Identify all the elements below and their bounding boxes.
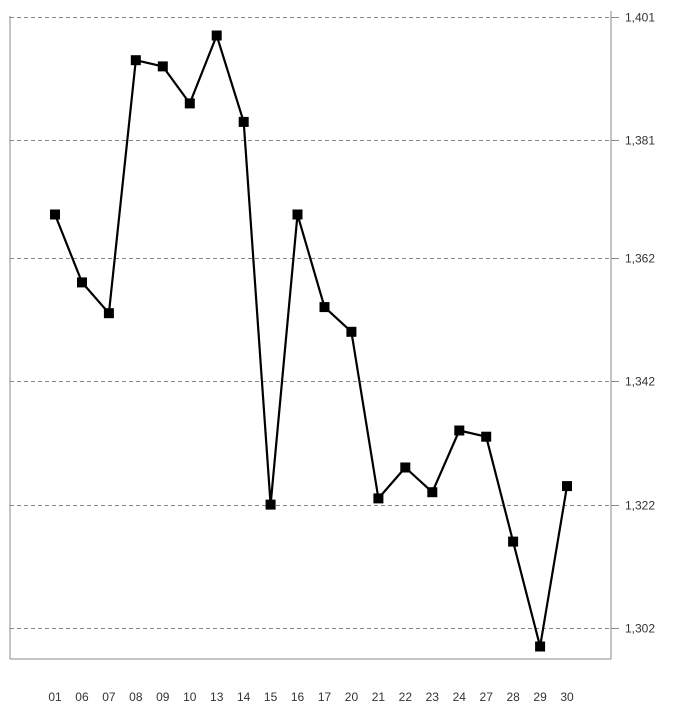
data-point — [238, 116, 249, 127]
x-tick-label: 13 — [210, 690, 224, 704]
data-point — [481, 431, 492, 442]
data-point — [184, 98, 195, 109]
data-point — [157, 61, 168, 72]
y-tick-label: 1,342 — [625, 375, 655, 389]
gridlines — [10, 17, 611, 629]
data-point — [346, 326, 357, 337]
data-point — [400, 462, 411, 473]
x-tick-label: 15 — [264, 690, 278, 704]
x-tick-label: 29 — [533, 690, 547, 704]
data-point — [373, 493, 384, 504]
x-tick-label: 08 — [129, 690, 143, 704]
y-tick-label: 1,302 — [625, 622, 655, 636]
plot-frame — [9, 11, 612, 660]
x-tick-label: 23 — [426, 690, 440, 704]
x-tick-label: 14 — [237, 690, 251, 704]
x-tick-label: 16 — [291, 690, 305, 704]
x-tick-label: 28 — [506, 690, 520, 704]
data-point — [103, 308, 114, 319]
data-point — [535, 641, 546, 652]
data-point — [265, 499, 276, 510]
data-point — [292, 209, 303, 220]
x-tick-label: 20 — [345, 690, 359, 704]
y-tick-label: 1,322 — [625, 499, 655, 513]
y-tick-label: 1,381 — [625, 134, 655, 148]
data-point — [130, 55, 141, 66]
series-line — [53, 34, 569, 648]
x-tick-label: 21 — [372, 690, 386, 704]
data-point — [50, 209, 60, 220]
x-tick-label: 09 — [156, 690, 170, 704]
data-point — [454, 425, 465, 436]
y-tick-label: 1,362 — [625, 252, 655, 266]
axes: 1,302 1,322 1,342 1,362 1,381 1,401 01 06 07 08 09… — [48, 11, 655, 705]
data-point — [211, 30, 222, 41]
x-tick-label: 17 — [318, 690, 332, 704]
x-tick-label: 07 — [102, 690, 116, 704]
data-point — [508, 536, 519, 547]
data-point — [562, 481, 572, 492]
x-tick-label: 10 — [183, 690, 197, 704]
x-tick-label: 06 — [75, 690, 89, 704]
x-tick-label: 30 — [560, 690, 574, 704]
data-point — [77, 277, 87, 288]
series-layer — [50, 30, 572, 652]
data-point — [427, 487, 438, 498]
x-tick-label: 27 — [480, 690, 494, 704]
y-tick-label: 1,401 — [625, 11, 655, 25]
x-tick-label: 22 — [399, 690, 413, 704]
x-tick-label: 24 — [453, 690, 467, 704]
data-point — [319, 302, 330, 313]
x-tick-label: 01 — [48, 690, 62, 704]
